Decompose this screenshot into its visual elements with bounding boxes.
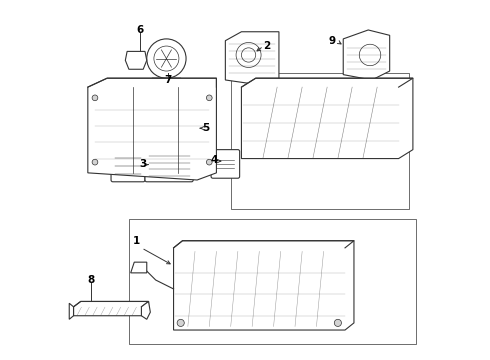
Polygon shape xyxy=(225,32,279,85)
Text: 6: 6 xyxy=(136,25,143,35)
Circle shape xyxy=(92,159,98,165)
FancyBboxPatch shape xyxy=(211,150,240,178)
Polygon shape xyxy=(131,262,147,273)
Polygon shape xyxy=(74,301,148,316)
Circle shape xyxy=(177,319,184,327)
Polygon shape xyxy=(88,78,217,180)
Polygon shape xyxy=(125,51,147,69)
Text: 7: 7 xyxy=(165,75,172,85)
Circle shape xyxy=(206,159,212,165)
Text: 5: 5 xyxy=(202,123,209,133)
Polygon shape xyxy=(242,78,413,158)
Text: 8: 8 xyxy=(88,275,95,285)
Polygon shape xyxy=(173,241,354,330)
Text: 2: 2 xyxy=(263,41,270,51)
Polygon shape xyxy=(69,303,74,319)
Circle shape xyxy=(334,319,342,327)
Polygon shape xyxy=(343,30,390,80)
FancyBboxPatch shape xyxy=(111,148,145,182)
FancyBboxPatch shape xyxy=(145,148,193,182)
Text: 3: 3 xyxy=(140,159,147,169)
Circle shape xyxy=(92,95,98,101)
Text: 9: 9 xyxy=(329,36,336,46)
Polygon shape xyxy=(142,301,150,319)
Text: 4: 4 xyxy=(211,156,219,165)
Polygon shape xyxy=(148,78,184,100)
Text: 1: 1 xyxy=(132,236,140,246)
Circle shape xyxy=(147,39,186,78)
Circle shape xyxy=(206,95,212,101)
